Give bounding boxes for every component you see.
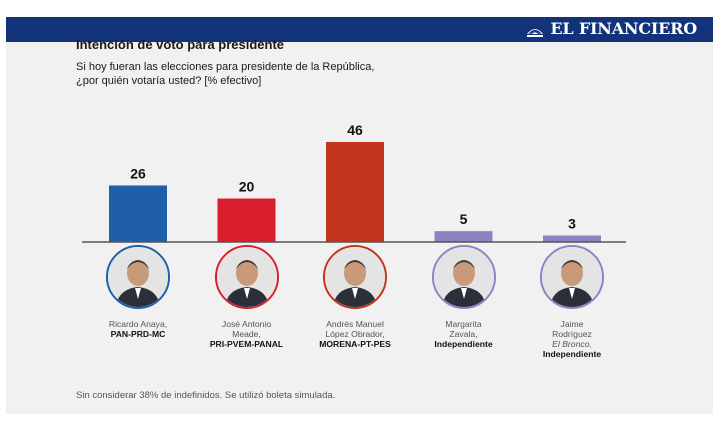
bar-value-label-1: 26	[130, 165, 146, 181]
bar-2	[217, 198, 276, 242]
candidate-portrait-icon	[323, 245, 387, 309]
bar-1	[109, 185, 167, 242]
newspaper-icon	[525, 20, 545, 38]
candidate-5: Jaime Rodríguez El Bronco, Independiente	[517, 245, 627, 359]
candidate-name: Andrés Manuel López Obrador,	[325, 319, 385, 339]
bar-value-label-2: 20	[239, 179, 255, 195]
candidate-3: Andrés Manuel López Obrador, MORENA-PT-PES	[300, 245, 410, 349]
brand-bar: EL FINANCIERO	[6, 17, 713, 42]
candidate-1: Ricardo Anaya, PAN-PRD-MC	[83, 245, 193, 339]
brand-logo: EL FINANCIERO	[525, 19, 697, 38]
candidate-portrait-icon	[214, 245, 279, 309]
candidate-party: Independiente	[434, 339, 493, 349]
bar-value-label-4: 5	[460, 211, 468, 227]
bar-value-label-3: 46	[347, 122, 363, 138]
candidate-portrait-icon	[431, 245, 496, 309]
candidate-4: Margarita Zavala, Independiente	[409, 245, 519, 349]
candidate-name: Margarita Zavala,	[445, 319, 482, 339]
candidate-portrait-icon	[106, 245, 170, 309]
candidate-party: Independiente	[542, 349, 602, 359]
candidate-party: PAN-PRD-MC	[110, 329, 166, 339]
candidate-party: MORENA-PT-PES	[319, 339, 391, 349]
candidate-portrait-icon	[540, 245, 604, 309]
footnote: Sin considerar 38% de indefinidos. Se ut…	[76, 390, 336, 401]
bar-5	[543, 235, 601, 242]
candidate-name: Jaime Rodríguez El Bronco,	[552, 319, 592, 349]
bar-3	[326, 142, 384, 242]
candidate-2: José Antonio Meade, PRI-PVEM-PANAL	[192, 245, 302, 349]
bar-value-label-5: 3	[568, 215, 576, 231]
chart-subtitle-line-1: Si hoy fueran las elecciones para presid…	[76, 61, 375, 73]
candidate-name: José Antonio Meade,	[221, 319, 272, 339]
candidate-party: PRI-PVEM-PANAL	[209, 339, 284, 349]
brand-name: EL FINANCIERO	[550, 19, 697, 38]
bar-4	[434, 231, 493, 242]
chart-subtitle-line-2: ¿por quién votaría usted? [% efectivo]	[76, 75, 262, 87]
candidate-name: Ricardo Anaya,	[108, 319, 168, 329]
chart-title: Intención de voto para presidente	[76, 37, 285, 52]
bar-chart: 26 20 46 5 3	[82, 122, 626, 243]
